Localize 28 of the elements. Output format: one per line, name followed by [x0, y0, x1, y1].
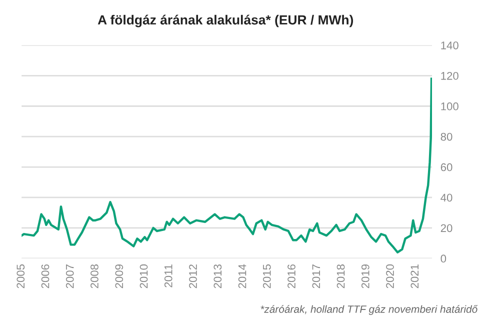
x-tick-label: 2008 — [90, 264, 98, 288]
x-tick-label: 2019 — [361, 264, 370, 288]
x-tick-label: 2016 — [288, 264, 296, 288]
line-series — [22, 78, 432, 254]
x-tick-label: 2005 — [16, 264, 25, 288]
x-tick-label: 2014 — [238, 264, 246, 288]
chart-title: A földgáz árának alakulása* (EUR / MWh) — [98, 14, 354, 28]
x-tick-label: 2020 — [386, 264, 394, 288]
y-tick-label: 100 — [441, 102, 458, 110]
x-tick-label: 2015 — [262, 264, 271, 288]
y-tick-label: 40 — [440, 194, 452, 202]
y-tick-label: 120 — [441, 72, 458, 80]
x-tick-label: 2013 — [214, 264, 222, 288]
x-tick-label: 2010 — [140, 264, 148, 288]
y-tick-label: 20 — [440, 224, 452, 232]
x-tick-label: 2006 — [41, 264, 50, 288]
x-tick-label: 2007 — [66, 264, 74, 288]
x-tick-label: 2021 — [410, 264, 419, 288]
y-tick-label: 80 — [440, 132, 452, 141]
x-tick-label: 2012 — [189, 264, 197, 288]
x-tick-label: 2009 — [115, 264, 124, 288]
y-tick-label: 60 — [440, 163, 452, 172]
text: *záróárak, holland TTF gáz novemberi határidő — [260, 305, 478, 315]
x-tick-label: 2017 — [312, 264, 320, 288]
x-tick-label: 2011 — [164, 264, 172, 288]
x-tick-label: 2018 — [336, 264, 345, 288]
y-tick-label: 0 — [440, 254, 446, 263]
y-tick-label: 140 — [441, 41, 458, 50]
